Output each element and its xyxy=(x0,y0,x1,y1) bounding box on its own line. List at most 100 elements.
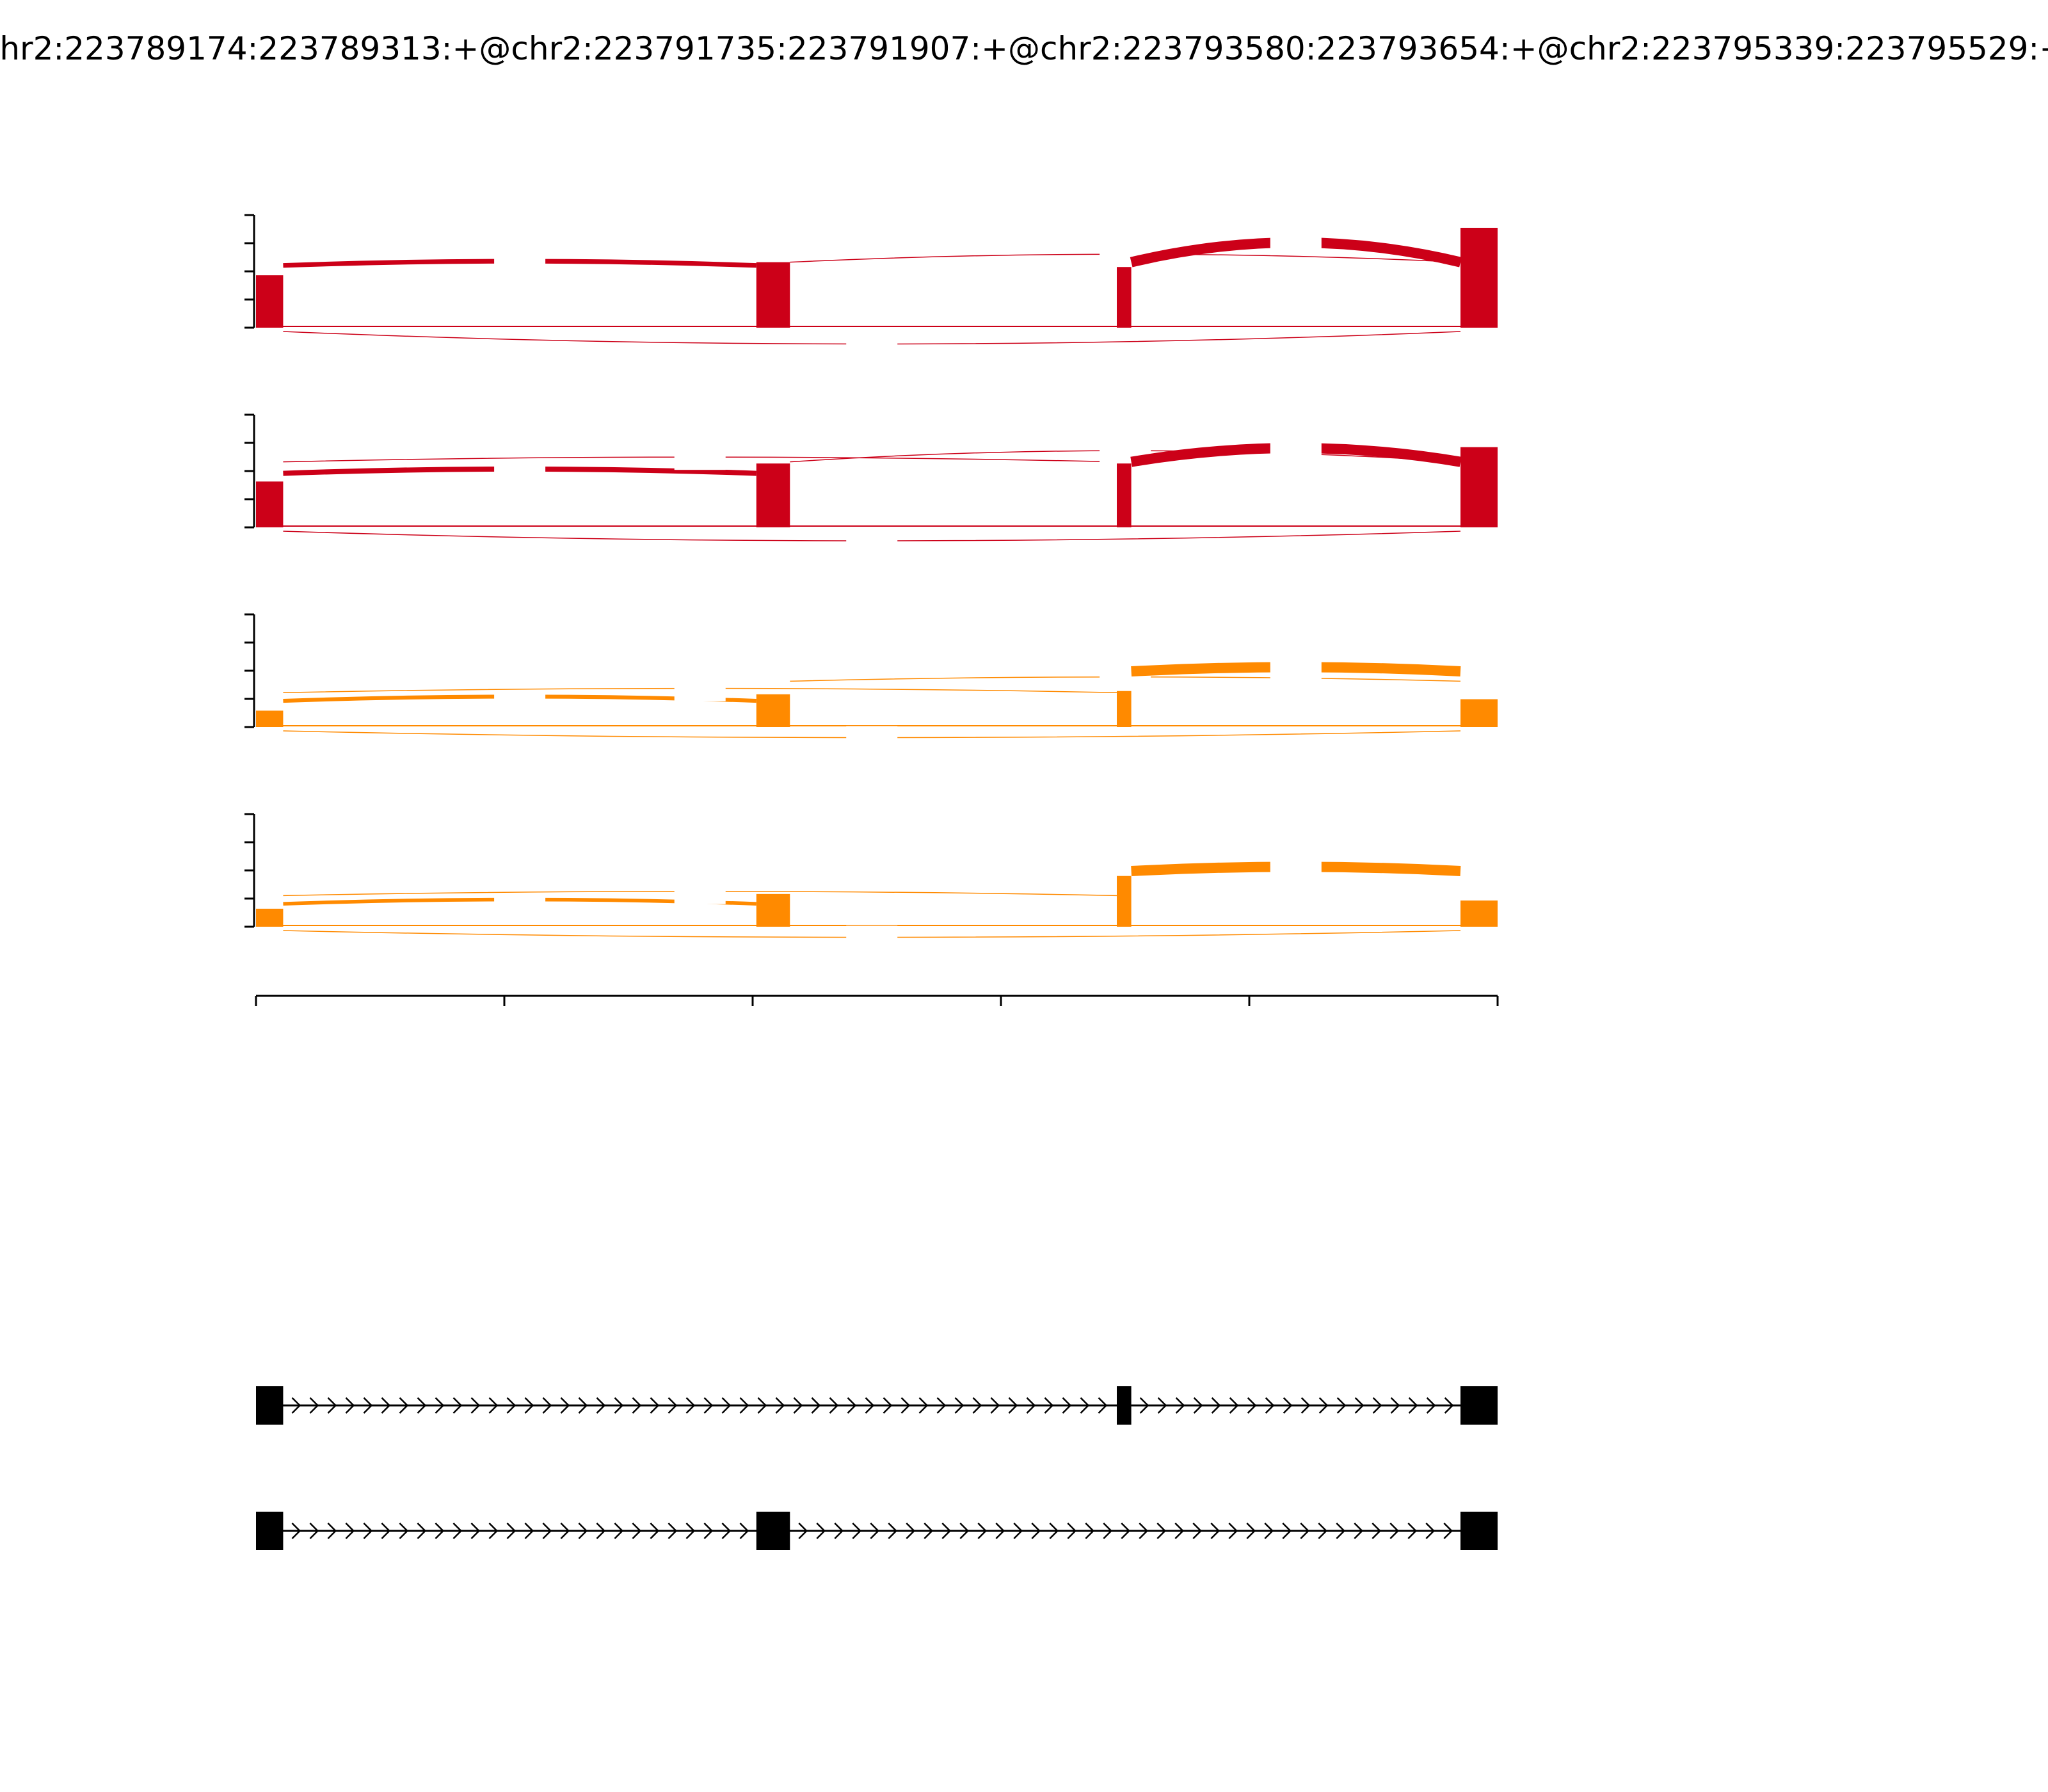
strand-arrow-icon xyxy=(291,1523,301,1539)
coverage-bar-exon-1 xyxy=(256,710,284,727)
strand-arrow-icon xyxy=(291,1397,301,1414)
strand-arrow-icon xyxy=(1425,1523,1436,1539)
strand-arrow-icon xyxy=(1229,1397,1239,1414)
strand-arrow-icon xyxy=(1426,1397,1436,1414)
junction-label-bg xyxy=(846,726,898,751)
isoform-track-2 xyxy=(256,1512,1498,1550)
strand-arrow-icon xyxy=(1085,1523,1095,1539)
strand-arrow-icon xyxy=(852,1523,862,1539)
strand-arrow-icon xyxy=(435,1397,445,1414)
exon-block xyxy=(1460,1512,1498,1550)
junction-label-bg xyxy=(1270,655,1322,680)
coverage-bar-exon-1 xyxy=(256,481,284,527)
strand-arrow-icon xyxy=(1246,1523,1256,1539)
strand-arrow-icon xyxy=(1408,1397,1418,1414)
strand-arrow-icon xyxy=(1443,1523,1453,1539)
strand-arrow-icon xyxy=(847,1397,857,1414)
junction-label-bg xyxy=(846,925,898,950)
coverage-bar-exon-3 xyxy=(1117,691,1132,727)
strand-arrow-icon xyxy=(1175,1397,1185,1414)
strand-arrow-icon xyxy=(900,1397,911,1414)
strand-arrow-icon xyxy=(668,1523,678,1539)
strand-arrow-icon xyxy=(685,1397,696,1414)
coverage-bar-exon-3 xyxy=(1117,452,1132,527)
coverage-bar-exon-4 xyxy=(1460,447,1498,527)
strand-arrow-icon xyxy=(1139,1397,1149,1414)
junction-label-bg xyxy=(1270,436,1322,461)
strand-arrow-icon xyxy=(1372,1523,1382,1539)
strand-arrow-icon xyxy=(309,1397,319,1414)
strand-arrow-icon xyxy=(435,1523,445,1539)
strand-arrow-icon xyxy=(816,1523,826,1539)
strand-arrow-icon xyxy=(488,1397,499,1414)
strand-arrow-icon xyxy=(1318,1397,1329,1414)
strand-arrow-icon xyxy=(1062,1397,1072,1414)
strand-arrow-icon xyxy=(417,1523,427,1539)
coverage-bar-exon-4 xyxy=(1460,900,1498,927)
strand-arrow-icon xyxy=(1265,1397,1275,1414)
strand-arrow-icon xyxy=(524,1523,534,1539)
strand-arrow-icon xyxy=(309,1523,319,1539)
junction-label-bg xyxy=(846,529,898,554)
strand-arrow-icon xyxy=(506,1523,516,1539)
strand-arrow-icon xyxy=(1067,1523,1077,1539)
strand-arrow-icon xyxy=(614,1397,624,1414)
strand-arrow-icon xyxy=(1407,1523,1418,1539)
exon-block xyxy=(756,1512,790,1550)
panel-3 xyxy=(244,613,1498,751)
strand-arrow-icon xyxy=(1174,1523,1185,1539)
strand-arrow-icon xyxy=(954,1397,964,1414)
strand-arrow-icon xyxy=(1193,1397,1203,1414)
coverage-bar-exon-2 xyxy=(756,893,790,927)
strand-arrow-icon xyxy=(1031,1523,1041,1539)
strand-arrow-icon xyxy=(381,1397,391,1414)
strand-arrow-icon xyxy=(470,1397,481,1414)
strand-arrow-icon xyxy=(650,1397,660,1414)
strand-arrow-icon xyxy=(995,1523,1005,1539)
strand-arrow-icon xyxy=(865,1397,875,1414)
coverage-bar-exon-1 xyxy=(256,908,284,927)
strand-arrow-icon xyxy=(1318,1523,1328,1539)
strand-arrow-icon xyxy=(1103,1523,1113,1539)
strand-arrow-icon xyxy=(1026,1397,1036,1414)
coverage-bar-exon-3 xyxy=(1117,249,1132,328)
strand-arrow-icon xyxy=(1283,1397,1293,1414)
strand-arrow-icon xyxy=(363,1523,373,1539)
junction-label-bg xyxy=(494,250,546,275)
strand-arrow-icon xyxy=(775,1397,785,1414)
panel-4 xyxy=(244,813,1498,950)
strand-arrow-icon xyxy=(870,1523,880,1539)
strand-arrow-icon xyxy=(381,1523,391,1539)
strand-arrow-icon xyxy=(1044,1397,1054,1414)
strand-arrow-icon xyxy=(990,1397,1000,1414)
junction-label-bg xyxy=(1270,230,1322,255)
junction-label-bg xyxy=(674,445,726,470)
strand-arrow-icon xyxy=(1300,1523,1310,1539)
strand-arrow-icon xyxy=(793,1397,803,1414)
coverage-bar-exon-4 xyxy=(1460,699,1498,727)
strand-arrow-icon xyxy=(578,1523,588,1539)
strand-arrow-icon xyxy=(936,1397,947,1414)
strand-arrow-icon xyxy=(811,1397,821,1414)
strand-arrow-icon xyxy=(1211,1397,1221,1414)
strand-arrow-icon xyxy=(1444,1397,1454,1414)
strand-arrow-icon xyxy=(1247,1397,1257,1414)
strand-arrow-icon xyxy=(924,1523,934,1539)
strand-arrow-icon xyxy=(1389,1523,1400,1539)
strand-arrow-icon xyxy=(578,1397,588,1414)
strand-arrow-icon xyxy=(542,1523,552,1539)
strand-arrow-icon xyxy=(888,1523,898,1539)
strand-arrow-icon xyxy=(1228,1523,1238,1539)
strand-arrow-icon xyxy=(596,1523,606,1539)
strand-arrow-icon xyxy=(1300,1397,1311,1414)
strand-arrow-icon xyxy=(941,1523,952,1539)
junction-label-bg xyxy=(674,879,726,904)
strand-arrow-icon xyxy=(972,1397,982,1414)
strand-arrow-icon xyxy=(918,1397,929,1414)
strand-arrow-icon xyxy=(1139,1523,1149,1539)
coverage-bar-exon-3 xyxy=(1117,876,1132,927)
strand-arrow-icon xyxy=(1210,1523,1220,1539)
strand-arrow-icon xyxy=(452,1523,463,1539)
strand-arrow-icon xyxy=(345,1523,355,1539)
strand-arrow-icon xyxy=(399,1397,409,1414)
